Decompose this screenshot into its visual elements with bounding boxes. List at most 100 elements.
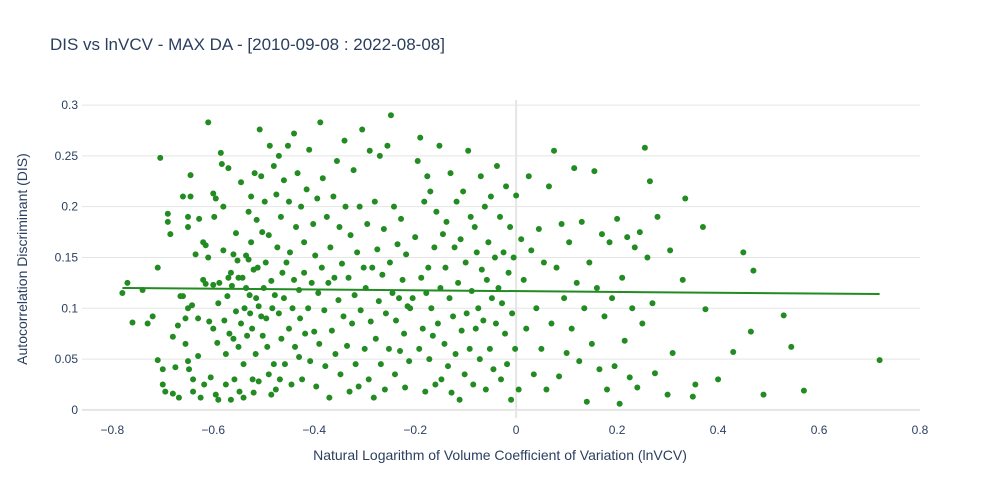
data-point [391,371,398,378]
data-point [366,147,373,154]
data-point [259,332,266,339]
data-point [164,218,171,225]
data-point [252,350,259,357]
data-point [398,215,405,222]
data-point [216,279,223,286]
data-point [154,357,161,364]
data-point [876,357,883,364]
data-point [448,389,455,396]
data-point [485,239,492,246]
data-point [248,239,255,246]
data-point [254,264,261,271]
data-point [268,277,275,284]
data-point [598,231,605,238]
data-point [215,300,222,307]
data-point [249,376,256,383]
data-point [270,163,277,170]
data-point [641,144,648,151]
data-point [566,239,573,246]
data-point [456,396,463,403]
data-point [296,354,303,361]
data-point [318,264,325,271]
data-point [481,203,488,210]
data-point [285,198,292,205]
y-tick-label: 0.25 [55,149,79,163]
data-point [262,259,269,266]
data-point [512,345,519,352]
x-axis-title: Natural Logarithm of Volume Coefficient … [313,447,687,463]
data-point [338,260,345,267]
data-point [264,343,271,350]
data-point [407,305,414,312]
data-point [207,374,214,381]
data-point [241,305,248,312]
data-point [248,193,255,200]
data-point [314,195,321,202]
data-point [528,247,535,254]
data-point [172,364,179,371]
data-point [581,305,588,312]
data-point [747,328,754,335]
data-point [616,400,623,407]
data-point [370,394,377,401]
data-point [443,218,450,225]
data-point [431,244,438,251]
data-point [634,384,641,391]
data-point [390,203,397,210]
data-point [285,325,292,332]
data-point [453,198,460,205]
data-point [328,327,335,334]
data-point [367,318,374,325]
data-point [540,259,547,266]
data-point [361,345,368,352]
data-point [261,198,268,205]
data-point [281,361,288,368]
data-point [196,215,203,222]
data-point [502,330,509,337]
data-point [466,345,473,352]
data-point [297,315,304,322]
data-point [292,343,299,350]
tick-labels: 0 0.05 0.1 0.15 0.2 0.25 0.3 −0.8 −0.6 −0.4 −0.2 0 0… [55,98,929,437]
data-point [169,333,176,340]
data-point [255,378,262,385]
data-point [293,223,300,230]
data-point [495,284,502,291]
data-point [496,213,503,220]
data-point [294,170,301,177]
data-point [235,343,242,350]
data-point [272,386,279,393]
x-tick-label: 0 [513,423,520,437]
data-point [222,350,229,357]
data-point [232,308,239,315]
data-point [401,330,408,337]
data-point [548,320,555,327]
data-point [359,126,366,133]
data-point [154,264,161,271]
data-point [414,157,421,164]
data-point [350,167,357,174]
data-point [210,325,217,332]
data-point [504,361,511,368]
data-point [394,241,401,248]
data-point [488,295,495,302]
data-point [631,244,638,251]
data-point [426,356,433,363]
data-point [432,381,439,388]
data-point [444,363,451,370]
data-point [211,213,218,220]
data-point [239,274,246,281]
data-point [316,340,323,347]
data-point [354,249,361,256]
data-point [470,381,477,388]
data-point [510,254,517,261]
data-point [169,390,176,397]
data-point [530,371,537,378]
data-point [311,328,318,335]
data-point [525,173,532,180]
data-point [563,349,570,356]
data-point [245,208,252,215]
data-point [621,337,628,344]
data-point [268,391,275,398]
x-tick-label: −0.8 [100,423,124,437]
